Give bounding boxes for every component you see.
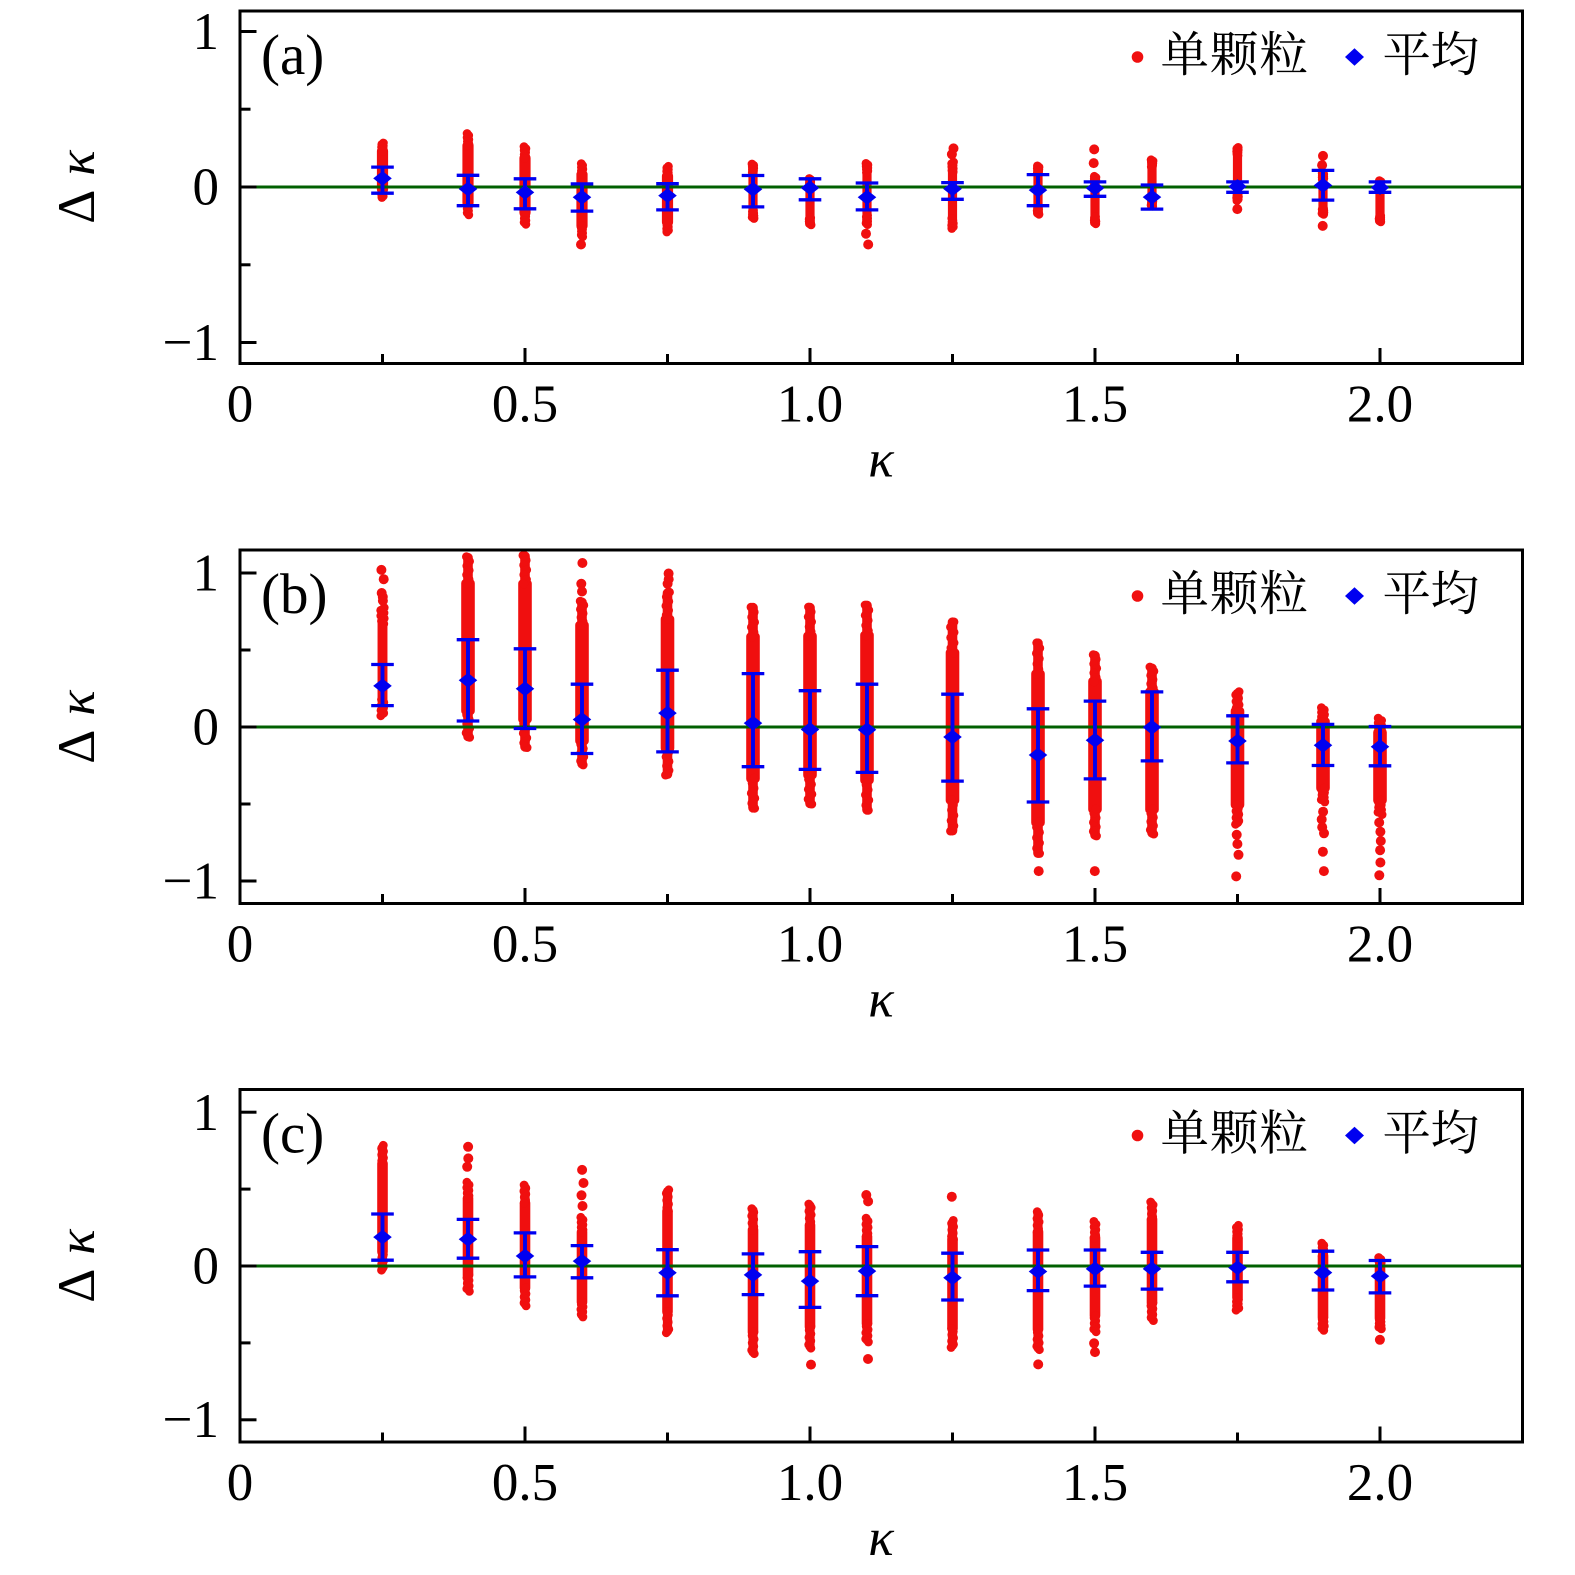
svg-text:2.0: 2.0 <box>1347 376 1413 434</box>
svg-text:1: 1 <box>193 545 220 603</box>
svg-text:2.0: 2.0 <box>1347 1454 1413 1512</box>
svg-text:2.0: 2.0 <box>1347 916 1413 974</box>
svg-text:0: 0 <box>193 699 220 757</box>
svg-text:κ: κ <box>868 431 895 489</box>
svg-text:1.5: 1.5 <box>1062 1454 1128 1512</box>
svg-text:0.5: 0.5 <box>492 376 558 434</box>
svg-text:−1: −1 <box>163 1391 219 1449</box>
svg-text:1: 1 <box>193 3 220 61</box>
svg-text:−1: −1 <box>163 853 219 911</box>
svg-text:(b): (b) <box>261 563 327 626</box>
svg-text:1.5: 1.5 <box>1062 376 1128 434</box>
svg-text:(a): (a) <box>261 24 324 87</box>
svg-text:−1: −1 <box>163 314 219 372</box>
svg-text:1: 1 <box>193 1084 220 1142</box>
svg-text:0: 0 <box>227 916 254 974</box>
svg-text:1.0: 1.0 <box>777 916 843 974</box>
svg-text:0: 0 <box>193 159 220 217</box>
svg-text:1.5: 1.5 <box>1062 916 1128 974</box>
svg-text:1.0: 1.0 <box>777 376 843 434</box>
svg-text:0: 0 <box>193 1238 220 1296</box>
svg-text:0.5: 0.5 <box>492 916 558 974</box>
svg-text:κ: κ <box>868 971 895 1029</box>
svg-text:0: 0 <box>227 1454 254 1512</box>
svg-text:κ: κ <box>868 1509 895 1567</box>
svg-text:0: 0 <box>227 376 254 434</box>
svg-text:(c): (c) <box>261 1103 324 1166</box>
svg-text:0.5: 0.5 <box>492 1454 558 1512</box>
svg-text:1.0: 1.0 <box>777 1454 843 1512</box>
